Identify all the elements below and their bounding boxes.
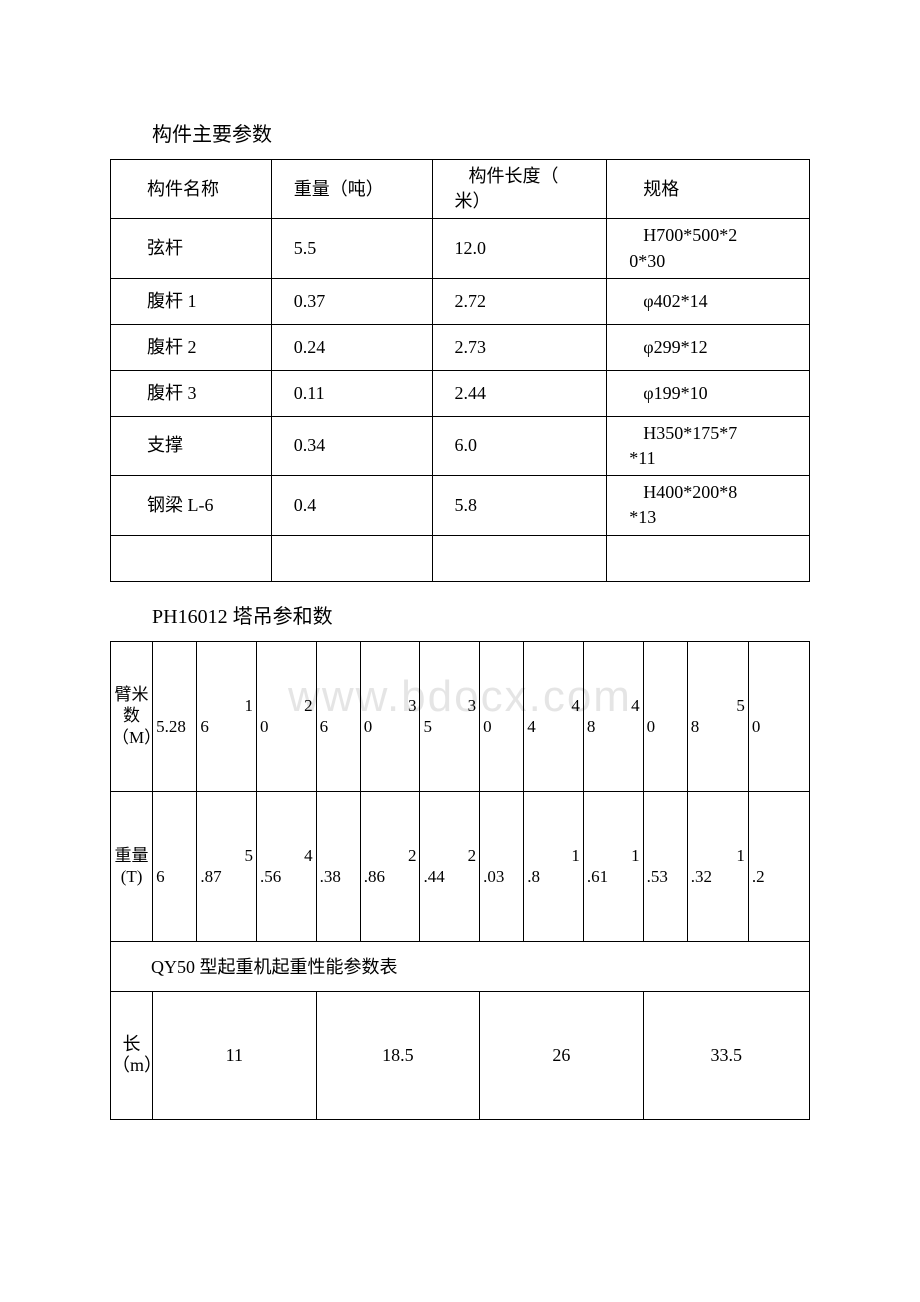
weight-cell: .38	[316, 791, 360, 941]
section2-title: PH16012 塔吊参和数	[152, 600, 810, 629]
weight-cell: 2.86	[360, 791, 420, 941]
cell-name: 腹杆 2	[111, 324, 272, 370]
cell-length: 2.73	[432, 324, 607, 370]
arm-cell: 35	[420, 641, 480, 791]
weight-cell: .2	[748, 791, 809, 941]
cell-name: 钢梁 L-6	[111, 476, 272, 535]
header-spec: 规格	[607, 160, 810, 219]
header-name: 构件名称	[111, 160, 272, 219]
weight-cell: 6	[153, 791, 197, 941]
cell-length: 5.8	[432, 476, 607, 535]
arm-cell: 20	[256, 641, 316, 791]
crane-label: QY50 型起重机起重性能参数表	[111, 941, 810, 991]
arm-cell: 6	[316, 641, 360, 791]
arm-cell: 48	[583, 641, 643, 791]
page-content: 构件主要参数 构件名称 重量（吨） 构件长度（米） 规格 弦杆 5.5 12.0…	[0, 0, 920, 1180]
table-row: 支撑 0.34 6.0 H350*175*7*11	[111, 416, 810, 475]
weight-row: 重量(T) 6 5.87 4.56 .38 2.86 2.44 .03 1.8 …	[111, 791, 810, 941]
cell-weight: 0.4	[271, 476, 432, 535]
arm-cell: 5.28	[153, 641, 197, 791]
section1-title: 构件主要参数	[152, 118, 810, 147]
cell-name: 腹杆 1	[111, 278, 272, 324]
crane-label-row: QY50 型起重机起重性能参数表	[111, 941, 810, 991]
arm-cell: 0	[643, 641, 687, 791]
table-row: 腹杆 3 0.11 2.44 φ199*10	[111, 370, 810, 416]
cell-name: 腹杆 3	[111, 370, 272, 416]
cell-weight: 5.5	[271, 219, 432, 278]
arm-row: 臂米数（M） 5.28 16 20 6 30 35 0 44 48 0 58 0	[111, 641, 810, 791]
table-row-empty	[111, 535, 810, 581]
weight-cell: 1.32	[687, 791, 748, 941]
weight-label: 重量(T)	[111, 791, 153, 941]
table-row: 钢梁 L-6 0.4 5.8 H400*200*8*13	[111, 476, 810, 535]
length-cell: 18.5	[316, 991, 479, 1119]
table-row: 弦杆 5.5 12.0 H700*500*20*30	[111, 219, 810, 278]
header-weight: 重量（吨）	[271, 160, 432, 219]
length-cell: 26	[480, 991, 643, 1119]
weight-cell: .03	[480, 791, 524, 941]
length-cell: 33.5	[643, 991, 809, 1119]
arm-cell: 0	[748, 641, 809, 791]
table-row: 腹杆 1 0.37 2.72 φ402*14	[111, 278, 810, 324]
cell-length: 6.0	[432, 416, 607, 475]
weight-cell: .53	[643, 791, 687, 941]
empty-cell	[111, 535, 272, 581]
weight-cell: 2.44	[420, 791, 480, 941]
cell-name: 支撑	[111, 416, 272, 475]
cell-spec: φ299*12	[607, 324, 810, 370]
empty-cell	[432, 535, 607, 581]
components-table: 构件名称 重量（吨） 构件长度（米） 规格 弦杆 5.5 12.0 H700*5…	[110, 159, 810, 582]
cell-weight: 0.24	[271, 324, 432, 370]
weight-cell: 4.56	[256, 791, 316, 941]
cell-length: 12.0	[432, 219, 607, 278]
cell-spec: φ402*14	[607, 278, 810, 324]
length-cell: 11	[153, 991, 316, 1119]
arm-cell: 16	[197, 641, 257, 791]
arm-cell: 44	[524, 641, 584, 791]
cell-spec: H350*175*7*11	[607, 416, 810, 475]
cell-weight: 0.34	[271, 416, 432, 475]
cell-name: 弦杆	[111, 219, 272, 278]
empty-cell	[271, 535, 432, 581]
weight-cell: 1.8	[524, 791, 584, 941]
header-length: 构件长度（米）	[432, 160, 607, 219]
empty-cell	[607, 535, 810, 581]
cell-spec: H700*500*20*30	[607, 219, 810, 278]
table-row: 腹杆 2 0.24 2.73 φ299*12	[111, 324, 810, 370]
cell-length: 2.72	[432, 278, 607, 324]
cell-weight: 0.37	[271, 278, 432, 324]
arm-cell: 0	[480, 641, 524, 791]
weight-cell: 1.61	[583, 791, 643, 941]
arm-label: 臂米数（M）	[111, 641, 153, 791]
weight-cell: 5.87	[197, 791, 257, 941]
arm-cell: 30	[360, 641, 420, 791]
length-label: 长（m）	[111, 991, 153, 1119]
cell-spec: H400*200*8*13	[607, 476, 810, 535]
crane-table: 臂米数（M） 5.28 16 20 6 30 35 0 44 48 0 58 0…	[110, 641, 810, 1120]
arm-cell: 58	[687, 641, 748, 791]
table-header-row: 构件名称 重量（吨） 构件长度（米） 规格	[111, 160, 810, 219]
cell-spec: φ199*10	[607, 370, 810, 416]
length-row: 长（m） 11 18.5 26 33.5	[111, 991, 810, 1119]
cell-length: 2.44	[432, 370, 607, 416]
cell-weight: 0.11	[271, 370, 432, 416]
